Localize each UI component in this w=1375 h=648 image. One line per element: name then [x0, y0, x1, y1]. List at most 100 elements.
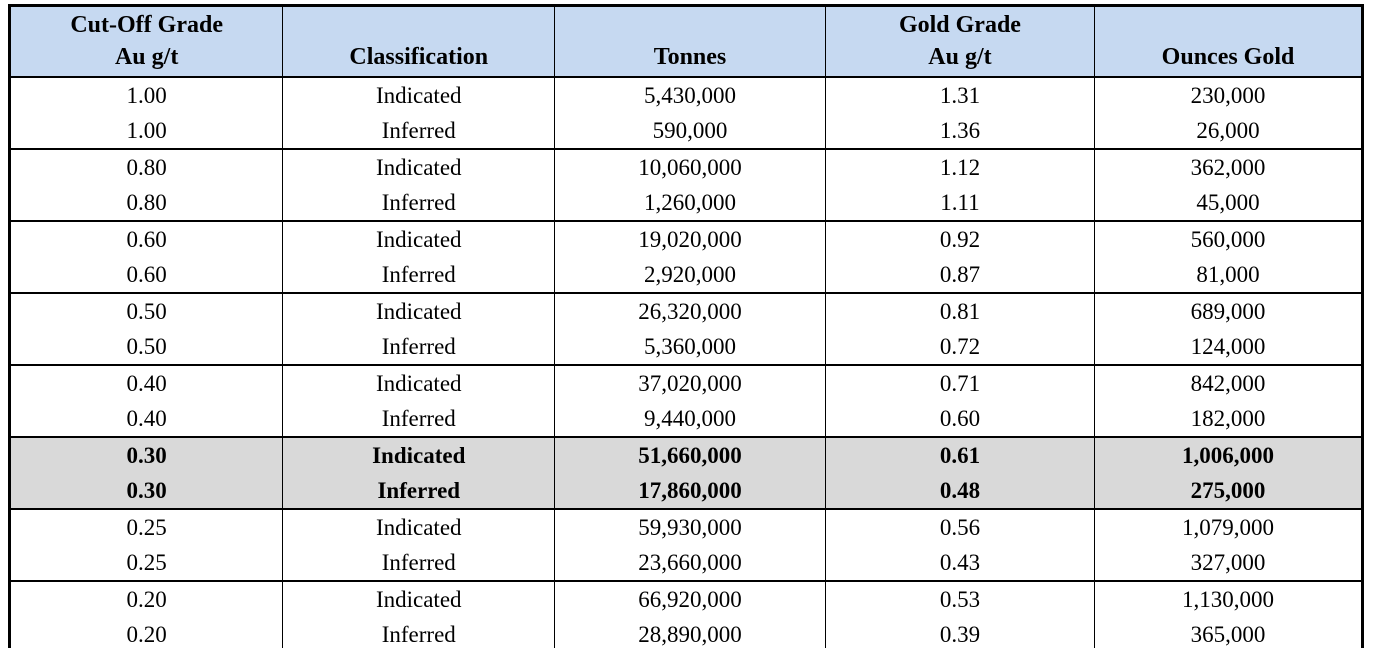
cell-tonnes: 23,660,000: [554, 545, 826, 581]
cell-ounces-gold: 26,000: [1094, 113, 1363, 149]
table-row: 0.50 Inferred 5,360,000 0.72 124,000: [8, 329, 1363, 365]
cell-classification: Inferred: [282, 185, 556, 221]
cell-gold-grade: 1.31: [824, 77, 1096, 113]
cell-gold-grade: 0.56: [824, 508, 1096, 545]
cell-ounces-gold: 1,079,000: [1094, 508, 1363, 545]
cell-ounces-gold: 560,000: [1094, 220, 1363, 257]
cell-cutoff-grade: 0.20: [8, 580, 284, 617]
cell-gold-grade: 0.71: [824, 364, 1096, 401]
cell-tonnes: 19,020,000: [554, 220, 826, 257]
table-row: 0.40 Indicated 37,020,000 0.71 842,000: [8, 364, 1363, 401]
cell-cutoff-grade: 0.80: [8, 185, 284, 221]
cell-gold-grade: 0.92: [824, 220, 1096, 257]
cell-classification: Indicated: [282, 220, 556, 257]
table-row: 0.50 Indicated 26,320,000 0.81 689,000: [8, 292, 1363, 329]
cell-tonnes: 28,890,000: [554, 617, 826, 648]
cell-cutoff-grade: 1.00: [8, 113, 284, 149]
cell-tonnes: 1,260,000: [554, 185, 826, 221]
cell-ounces-gold: 842,000: [1094, 364, 1363, 401]
cell-gold-grade: 1.36: [824, 113, 1096, 149]
header-gold-grade-line2: Au g/t: [928, 44, 992, 70]
header-cutoff-grade-line2: Au g/t: [114, 44, 179, 70]
cell-gold-grade: 0.81: [824, 292, 1096, 329]
cell-ounces-gold: 1,006,000: [1094, 436, 1363, 473]
cell-ounces-gold: 689,000: [1094, 292, 1363, 329]
cell-tonnes: 59,930,000: [554, 508, 826, 545]
table-row: 0.40 Inferred 9,440,000 0.60 182,000: [8, 401, 1363, 437]
cell-gold-grade: 0.53: [824, 580, 1096, 617]
table-row: 0.25 Indicated 59,930,000 0.56 1,079,000: [8, 508, 1363, 545]
table-row: 0.25 Inferred 23,660,000 0.43 327,000: [8, 545, 1363, 581]
cell-classification: Indicated: [282, 364, 556, 401]
header-gold-grade-line1: Gold Grade: [898, 12, 1021, 38]
table-row: 0.80 Indicated 10,060,000 1.12 362,000: [8, 148, 1363, 185]
cell-gold-grade: 0.87: [824, 257, 1096, 293]
table-row: 0.30 Indicated 51,660,000 0.61 1,006,000: [8, 436, 1363, 473]
table-row: 0.30 Inferred 17,860,000 0.48 275,000: [8, 473, 1363, 509]
table-body: 1.00 Indicated 5,430,000 1.31 230,000 1.00 Inf…: [8, 77, 1363, 648]
cell-tonnes: 2,920,000: [554, 257, 826, 293]
cell-classification: Inferred: [282, 113, 556, 149]
table-row: 1.00 Inferred 590,000 1.36 26,000: [8, 113, 1363, 149]
cell-cutoff-grade: 0.60: [8, 220, 284, 257]
cell-tonnes: 5,430,000: [554, 77, 826, 113]
cell-tonnes: 5,360,000: [554, 329, 826, 365]
cell-classification: Inferred: [282, 329, 556, 365]
cell-ounces-gold: 1,130,000: [1094, 580, 1363, 617]
cell-ounces-gold: 45,000: [1094, 185, 1363, 221]
cell-gold-grade: 0.39: [824, 617, 1096, 648]
cell-cutoff-grade: 1.00: [8, 77, 284, 113]
cell-gold-grade: 0.43: [824, 545, 1096, 581]
cell-ounces-gold: 275,000: [1094, 473, 1363, 509]
cell-tonnes: 9,440,000: [554, 401, 826, 437]
table-row: 0.60 Indicated 19,020,000 0.92 560,000: [8, 220, 1363, 257]
cell-cutoff-grade: 0.60: [8, 257, 284, 293]
header-ounces-gold-line2: Ounces Gold: [1161, 44, 1295, 70]
cell-ounces-gold: 327,000: [1094, 545, 1363, 581]
cell-classification: Indicated: [282, 292, 556, 329]
cell-gold-grade: 0.61: [824, 436, 1096, 473]
cell-classification: Inferred: [282, 257, 556, 293]
header-row: Cut-Off Grade Au g/t Classification Tonn…: [8, 5, 1363, 78]
table-row: 0.20 Indicated 66,920,000 0.53 1,130,000: [8, 580, 1363, 617]
cell-ounces-gold: 182,000: [1094, 401, 1363, 437]
cell-cutoff-grade: 0.20: [8, 617, 284, 648]
header-classification: Classification: [282, 5, 556, 78]
cell-ounces-gold: 124,000: [1094, 329, 1363, 365]
table-row: 0.80 Inferred 1,260,000 1.11 45,000: [8, 185, 1363, 221]
table-row: 0.20 Inferred 28,890,000 0.39 365,000: [8, 617, 1363, 648]
cell-classification: Indicated: [282, 436, 556, 473]
cell-tonnes: 10,060,000: [554, 148, 826, 185]
cell-tonnes: 51,660,000: [554, 436, 826, 473]
cell-tonnes: 590,000: [554, 113, 826, 149]
cell-ounces-gold: 81,000: [1094, 257, 1363, 293]
cell-tonnes: 17,860,000: [554, 473, 826, 509]
cell-classification: Inferred: [282, 401, 556, 437]
cell-classification: Indicated: [282, 148, 556, 185]
header-tonnes-line2: Tonnes: [653, 44, 727, 70]
cell-classification: Indicated: [282, 77, 556, 113]
cell-cutoff-grade: 0.40: [8, 401, 284, 437]
cell-tonnes: 37,020,000: [554, 364, 826, 401]
cell-gold-grade: 1.12: [824, 148, 1096, 185]
header-ounces-gold: Ounces Gold: [1094, 5, 1363, 78]
cell-classification: Indicated: [282, 580, 556, 617]
header-tonnes: Tonnes: [554, 5, 826, 78]
header-gold-grade: Gold Grade Au g/t: [824, 5, 1096, 78]
header-cutoff-grade: Cut-Off Grade Au g/t: [8, 5, 284, 78]
cell-tonnes: 66,920,000: [554, 580, 826, 617]
cell-classification: Inferred: [282, 617, 556, 648]
cell-classification: Indicated: [282, 508, 556, 545]
cell-cutoff-grade: 0.25: [8, 545, 284, 581]
cell-gold-grade: 1.11: [824, 185, 1096, 221]
cell-cutoff-grade: 0.25: [8, 508, 284, 545]
header-classification-line2: Classification: [349, 44, 489, 70]
cell-ounces-gold: 230,000: [1094, 77, 1363, 113]
cell-classification: Inferred: [282, 545, 556, 581]
cell-cutoff-grade: 0.80: [8, 148, 284, 185]
cell-ounces-gold: 365,000: [1094, 617, 1363, 648]
header-cutoff-grade-line1: Cut-Off Grade: [70, 12, 223, 38]
cell-tonnes: 26,320,000: [554, 292, 826, 329]
cell-gold-grade: 0.60: [824, 401, 1096, 437]
